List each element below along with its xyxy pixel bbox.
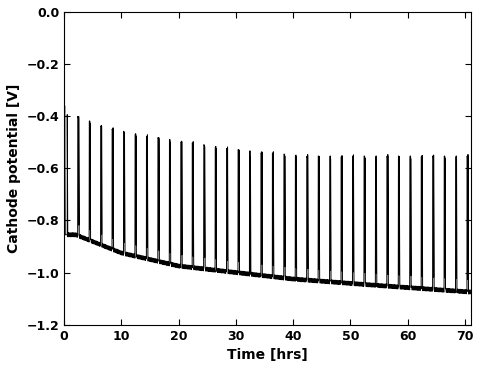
X-axis label: Time [hrs]: Time [hrs] bbox=[227, 348, 307, 362]
Y-axis label: Cathode potential [V]: Cathode potential [V] bbox=[7, 84, 21, 253]
